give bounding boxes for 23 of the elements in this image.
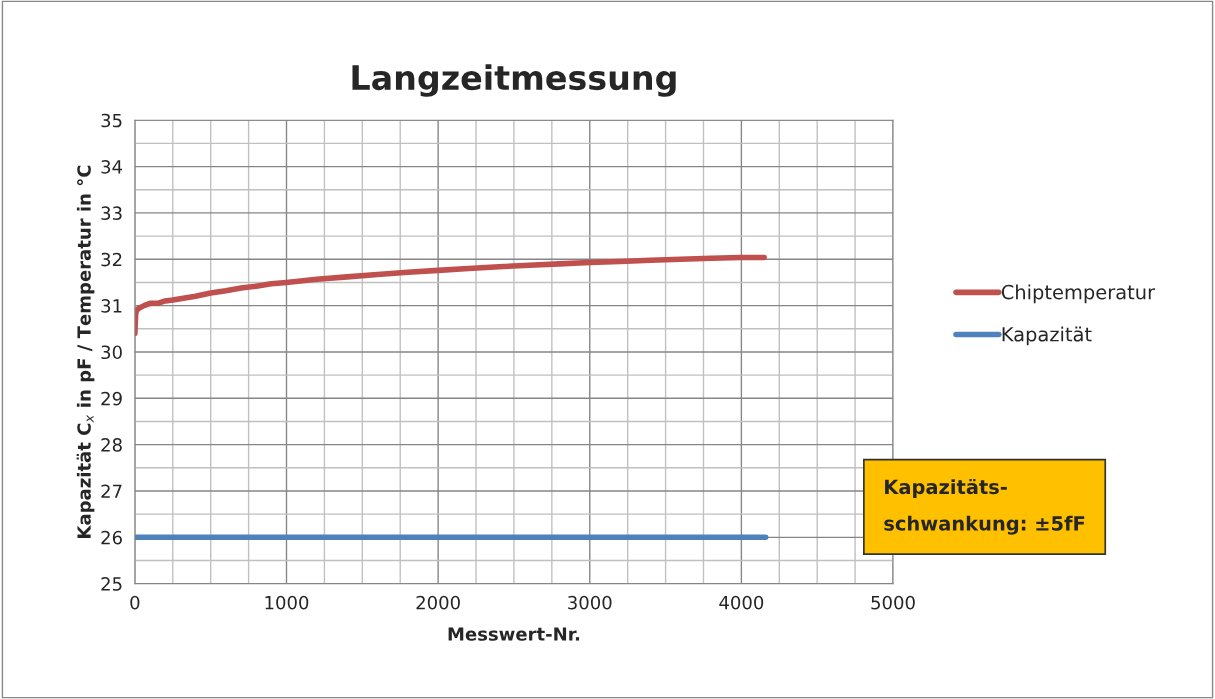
legend-label: Kapazität <box>1002 326 1092 346</box>
y-tick-label: 32 <box>101 252 122 267</box>
legend-label: Chiptemperatur <box>1001 284 1156 304</box>
chart-title: Langzeitmessung <box>352 64 676 97</box>
y-tick-label: 34 <box>101 160 123 174</box>
x-tick-label: 4000 <box>719 595 764 610</box>
annotation: Kapazitäts- schwankung: ±5fF <box>884 478 1085 535</box>
y-tick-label: 29 <box>101 391 122 406</box>
x-tick-label: 5000 <box>871 595 915 610</box>
y-tick-label: 33 <box>101 206 122 221</box>
y-axis-title: Kapazität C$_{x}$ in pF / Temperatur in °C <box>76 165 95 538</box>
x-tick-label: 0 <box>130 595 140 610</box>
x-tick-label: 3000 <box>568 595 612 610</box>
y-tick-label: 30 <box>101 345 122 360</box>
y-tick-label: 25 <box>101 577 122 591</box>
y-tick-label: 31 <box>101 299 122 313</box>
y-tick-label: 26 <box>101 530 122 545</box>
x-axis-title: Messwert-Nr. <box>448 627 580 641</box>
y-tick-label: 27 <box>101 484 122 498</box>
y-tick-label: 28 <box>101 438 122 452</box>
y-tick-label: 35 <box>101 113 122 128</box>
x-tick-label: 2000 <box>416 595 460 610</box>
x-tick-label: 1000 <box>265 595 309 610</box>
